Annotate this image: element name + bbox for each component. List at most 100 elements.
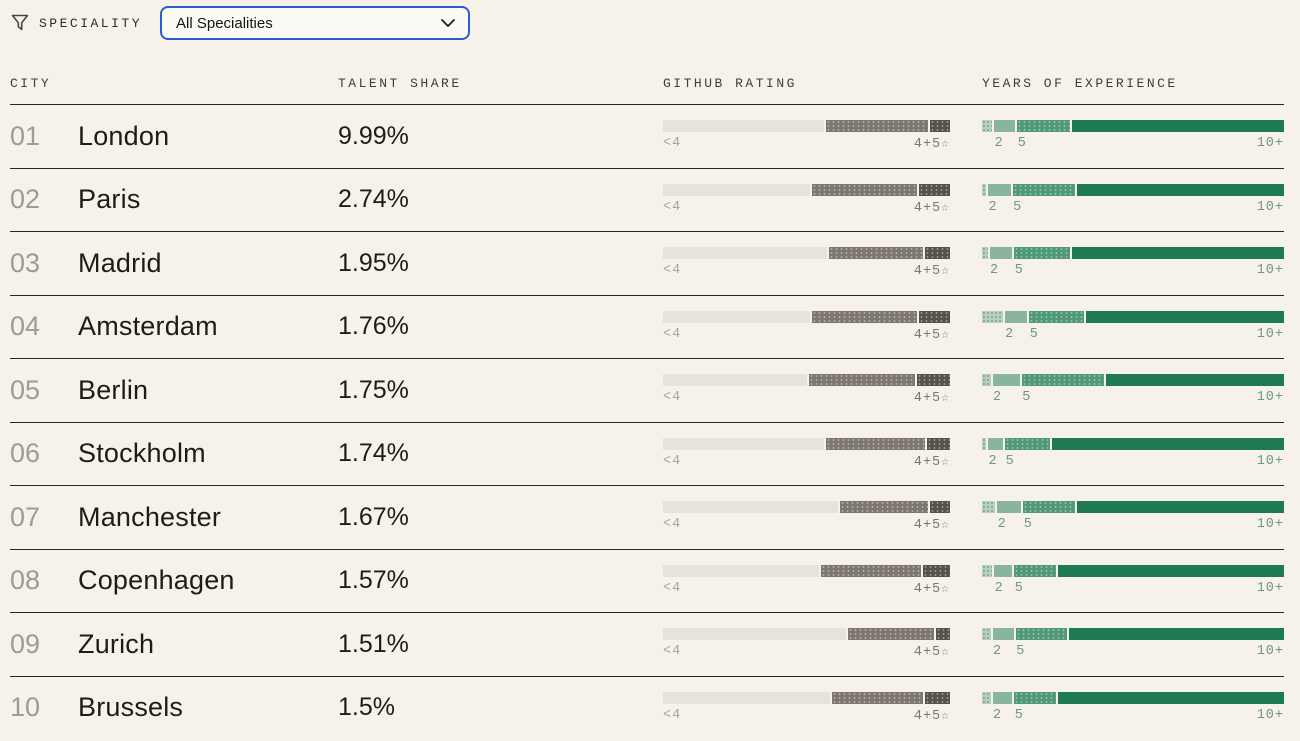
years-label-2: 2 [988,199,998,215]
github-segment-5 [918,310,950,323]
years-experience-bar: 2 5 10+ [982,628,1284,660]
years-label-2: 2 [993,707,1003,723]
star-icon: ☆ [941,263,950,279]
column-header-years-experience: YEARS OF EXPERIENCE [982,76,1178,91]
github-segment-4 [826,120,929,133]
years-segment-10plus [1069,628,1284,641]
github-segment-4 [847,628,934,641]
star-icon: ☆ [941,453,950,469]
years-label-10plus: 10+ [1256,390,1284,406]
github-label-under4: <4 [663,707,682,723]
speciality-dropdown[interactable]: All Specialities [160,6,471,40]
years-label-5: 5 [1029,326,1039,342]
github-label-under4: <4 [663,199,682,215]
github-segment-under4 [663,310,811,323]
years-label-10plus: 10+ [1256,517,1284,533]
rank-number: 03 [10,247,41,278]
star-icon: ☆ [941,326,950,342]
github-rating-bar: <4 4+5☆ [663,501,950,533]
table-row: 08 Copenhagen 1.57% <4 4+5☆ 2 5 [10,548,1285,613]
talent-share-value: 1.5% [338,693,395,722]
years-label-10plus: 10+ [1256,199,1284,215]
column-header-city: CITY [10,76,52,91]
years-experience-bar: 2 5 10+ [982,310,1284,343]
github-label-4plus5: 4+5☆ [913,199,950,216]
years-segment-2to5 [994,120,1016,133]
years-segment-2to5 [988,183,1011,196]
github-label-under4: <4 [663,644,682,660]
years-label-5: 5 [1016,644,1026,660]
years-experience-bar: 2 5 10+ [982,120,1284,152]
years-segment-2to5 [989,247,1013,260]
github-segment-4 [820,564,922,577]
years-experience-bar: 2 5 10+ [982,691,1285,724]
years-segment-5to10 [1028,310,1084,323]
years-segment-under2 [982,691,991,704]
github-segment-5 [917,374,950,387]
github-label-4plus5: 4+5☆ [913,517,950,534]
github-segment-5 [927,437,950,450]
github-rating-bar: <4 4+5☆ [663,374,950,406]
years-segment-10plus [1072,247,1284,260]
years-segment-10plus [1057,691,1285,704]
github-label-4plus5: 4+5☆ [913,580,950,597]
years-experience-bar: 2 5 10+ [982,247,1284,279]
table-row: 09 Zurich 1.51% <4 4+5☆ 2 5 [10,612,1284,676]
github-rating-bar: <4 4+5☆ [663,564,950,597]
github-segment-4 [826,437,926,450]
github-label-under4: <4 [663,326,682,342]
table-row: 05 Berlin 1.75% <4 4+5☆ 2 5 [10,358,1284,422]
funnel-filter-icon [11,14,29,31]
github-segment-5 [924,691,950,704]
github-segment-under4 [663,501,839,514]
years-label-5: 5 [1014,707,1024,723]
years-segment-2to5 [988,437,1004,450]
years-segment-5to10 [1014,247,1071,260]
star-icon: ☆ [941,707,950,723]
rank-number: 07 [10,501,41,532]
talent-share-value: 1.57% [338,566,409,595]
github-segment-4 [812,183,917,196]
rank-number: 08 [10,565,41,596]
years-segment-10plus [1057,564,1285,577]
github-segment-4 [831,691,923,704]
star-icon: ☆ [941,390,950,406]
github-label-4plus5: 4+5☆ [913,707,950,724]
years-segment-under2 [982,247,988,260]
github-segment-under4 [663,564,819,577]
years-label-2: 2 [997,517,1007,533]
star-icon: ☆ [941,136,950,152]
years-label-5: 5 [1022,390,1032,406]
github-label-4plus5: 4+5☆ [913,136,950,153]
years-segment-2to5 [997,501,1021,514]
years-label-5: 5 [1014,580,1024,596]
github-segment-5 [924,247,950,260]
years-segment-5to10 [1014,691,1056,704]
years-experience-bar: 2 5 10+ [982,374,1284,406]
github-segment-under4 [663,628,846,641]
years-label-2: 2 [994,136,1004,152]
city-name: Paris [78,184,141,215]
github-label-under4: <4 [663,580,682,596]
years-label-5: 5 [1014,263,1024,279]
github-rating-bar: <4 4+5☆ [663,120,950,152]
years-segment-2to5 [992,628,1014,641]
rank-number: 02 [10,184,41,215]
speciality-label: SPECIALITY [39,15,143,31]
talent-share-value: 1.67% [338,502,409,531]
github-segment-under4 [663,691,830,704]
city-name: Zurich [78,628,155,659]
years-segment-5to10 [1015,628,1068,641]
github-segment-5 [918,183,950,196]
table-row: 06 Stockholm 1.74% <4 4+5☆ 2 5 [10,421,1284,486]
years-label-5: 5 [1005,453,1015,469]
column-header-github-rating: GITHUB RATING [663,76,797,91]
years-segment-under2 [982,437,987,450]
years-segment-under2 [982,183,987,196]
years-label-2: 2 [990,263,1000,279]
star-icon: ☆ [941,580,950,596]
years-segment-under2 [982,374,991,387]
years-segment-5to10 [1012,183,1075,196]
city-name: Madrid [78,247,162,278]
column-header-talent-share: TALENT SHARE [338,76,462,91]
